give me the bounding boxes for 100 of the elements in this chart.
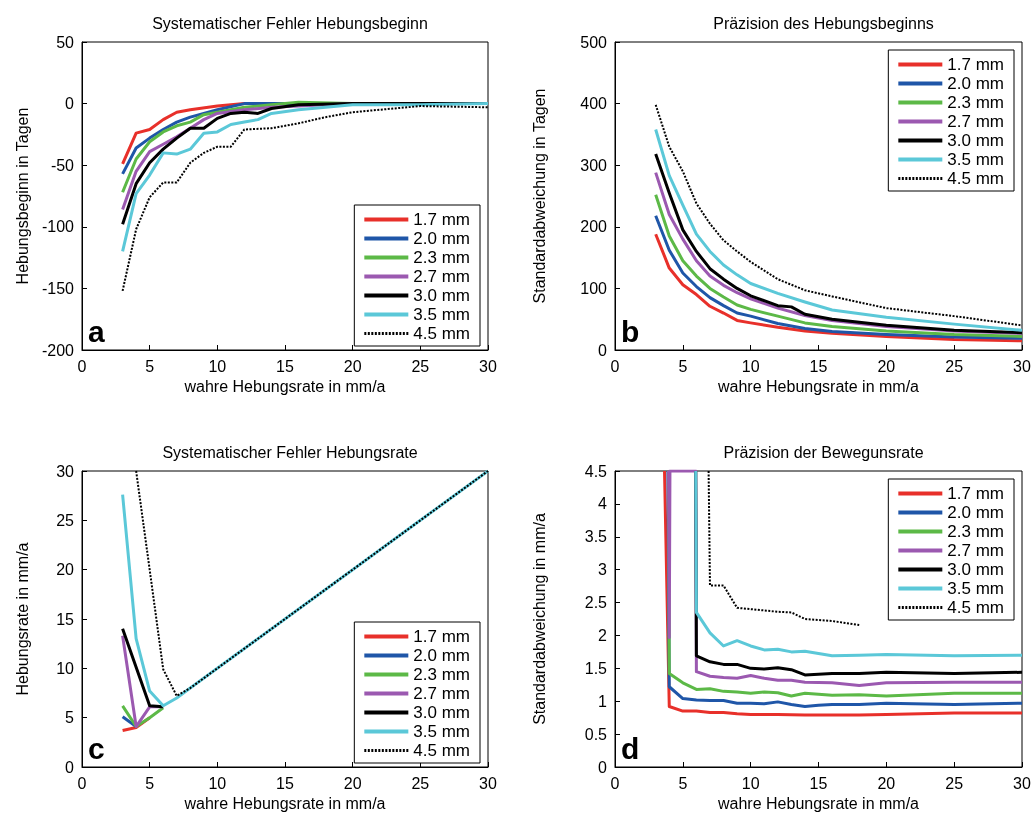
y-tick-label: 100	[580, 279, 608, 297]
x-tick-label: 25	[411, 357, 430, 375]
y-tick-label: 5	[65, 709, 75, 727]
y-tick-label: 50	[56, 33, 75, 51]
y-tick-label: 300	[580, 156, 608, 174]
x-tick-label: 20	[877, 774, 896, 792]
x-tick-label: 10	[208, 357, 227, 375]
x-tick-label: 0	[610, 774, 620, 792]
x-tick-label: 30	[479, 357, 497, 375]
legend-label: 2.3 mm	[947, 522, 1005, 541]
legend-label: 4.5 mm	[947, 598, 1005, 617]
x-tick-label: 5	[145, 774, 155, 792]
x-tick-label: 10	[741, 774, 760, 792]
y-tick-label: 200	[580, 218, 608, 236]
x-tick-label: 25	[945, 774, 964, 792]
y-tick-label: 500	[580, 33, 608, 51]
x-axis-title: wahre Hebungsrate in mm/a	[183, 795, 386, 813]
x-tick-label: 0	[610, 357, 620, 375]
legend-label: 1.7 mm	[947, 55, 1005, 74]
chart-title: Systematischer Fehler Hebungsbeginn	[152, 14, 428, 32]
y-tick-label: 25	[56, 511, 75, 529]
y-tick-label: 2.5	[584, 594, 608, 612]
x-axis-title: wahre Hebungsrate in mm/a	[717, 795, 920, 813]
y-tick-label: 20	[56, 561, 75, 579]
y-tick-label: 30	[56, 462, 75, 480]
y-tick-label: 0	[65, 95, 75, 113]
legend-label: 1.7 mm	[413, 627, 471, 646]
legend-label: 2.0 mm	[947, 74, 1005, 93]
x-tick-label: 0	[77, 774, 87, 792]
x-tick-label: 30	[479, 774, 497, 792]
legend-label: 2.3 mm	[413, 665, 471, 684]
annotation: b	[621, 314, 640, 348]
legend-label: 2.3 mm	[947, 93, 1005, 112]
y-tick-label: 3.5	[584, 528, 608, 546]
x-tick-label: 20	[343, 774, 362, 792]
x-axis-title: wahre Hebungsrate in mm/a	[183, 378, 386, 396]
y-tick-label: -150	[41, 279, 75, 297]
legend-label: 2.7 mm	[413, 684, 471, 703]
chart-title: Präzision des Hebungsbeginns	[713, 14, 934, 32]
y-axis-title: Hebungsrate in mm/a	[13, 542, 31, 696]
y-tick-label: -100	[41, 218, 75, 236]
y-tick-label: 0	[598, 341, 608, 359]
y-axis-title: Standardabweichung in Tagen	[530, 88, 548, 304]
x-tick-label: 5	[678, 357, 688, 375]
x-tick-label: 20	[877, 357, 896, 375]
legend-label: 4.5 mm	[947, 169, 1005, 188]
x-axis-title: wahre Hebungsrate in mm/a	[717, 378, 920, 396]
y-tick-label: 0.5	[584, 725, 608, 743]
chart-title: Präzision der Bewegunsrate	[723, 443, 924, 461]
chart-title: Systematischer Fehler Hebungsrate	[162, 443, 418, 461]
y-tick-label: 10	[56, 659, 75, 677]
legend-label: 4.5 mm	[413, 741, 471, 760]
x-tick-label: 10	[208, 774, 227, 792]
legend-label: 2.0 mm	[413, 646, 471, 665]
legend-label: 3.0 mm	[413, 703, 471, 722]
legend-label: 3.5 mm	[413, 305, 471, 324]
legend-label: 3.0 mm	[413, 286, 471, 305]
legend-label: 3.5 mm	[947, 579, 1005, 598]
legend-label: 3.0 mm	[947, 560, 1005, 579]
legend-label: 3.5 mm	[947, 150, 1005, 169]
annotation: d	[621, 731, 640, 765]
legend-label: 3.5 mm	[413, 722, 471, 741]
x-tick-label: 25	[411, 774, 430, 792]
legend-label: 3.0 mm	[947, 131, 1005, 150]
y-axis-title: Hebungsbeginn in Tagen	[13, 107, 31, 285]
y-tick-label: 1.5	[584, 659, 608, 677]
y-tick-label: 4.5	[584, 462, 608, 480]
y-tick-label: -200	[41, 341, 75, 359]
x-tick-label: 5	[145, 357, 155, 375]
y-tick-label: 2	[598, 626, 608, 644]
y-tick-label: 0	[598, 758, 608, 776]
legend-label: 1.7 mm	[947, 484, 1005, 503]
x-tick-label: 0	[77, 357, 87, 375]
x-tick-label: 20	[343, 357, 362, 375]
x-tick-label: 15	[276, 774, 294, 792]
x-tick-label: 30	[1013, 774, 1031, 792]
legend-label: 2.0 mm	[413, 229, 471, 248]
x-tick-label: 10	[741, 357, 760, 375]
annotation: a	[88, 314, 105, 348]
legend-label: 2.0 mm	[947, 503, 1005, 522]
y-axis-title: Standardabweichung in mm/a	[530, 513, 548, 725]
legend-label: 2.7 mm	[947, 541, 1005, 560]
legend-label: 2.7 mm	[947, 112, 1005, 131]
x-tick-label: 30	[1013, 357, 1031, 375]
x-tick-label: 5	[678, 774, 688, 792]
x-tick-label: 25	[945, 357, 964, 375]
y-tick-label: -50	[50, 156, 75, 174]
x-tick-label: 15	[809, 774, 828, 792]
legend-label: 2.3 mm	[413, 248, 471, 267]
annotation: c	[88, 731, 105, 765]
y-tick-label: 0	[65, 758, 75, 776]
y-tick-label: 15	[56, 610, 75, 628]
y-tick-label: 3	[598, 561, 608, 579]
x-tick-label: 15	[276, 357, 294, 375]
y-tick-label: 1	[598, 692, 608, 710]
legend-label: 1.7 mm	[413, 210, 471, 229]
x-tick-label: 15	[809, 357, 828, 375]
y-tick-label: 4	[598, 495, 608, 513]
legend-label: 4.5 mm	[413, 324, 471, 343]
y-tick-label: 400	[580, 95, 608, 113]
